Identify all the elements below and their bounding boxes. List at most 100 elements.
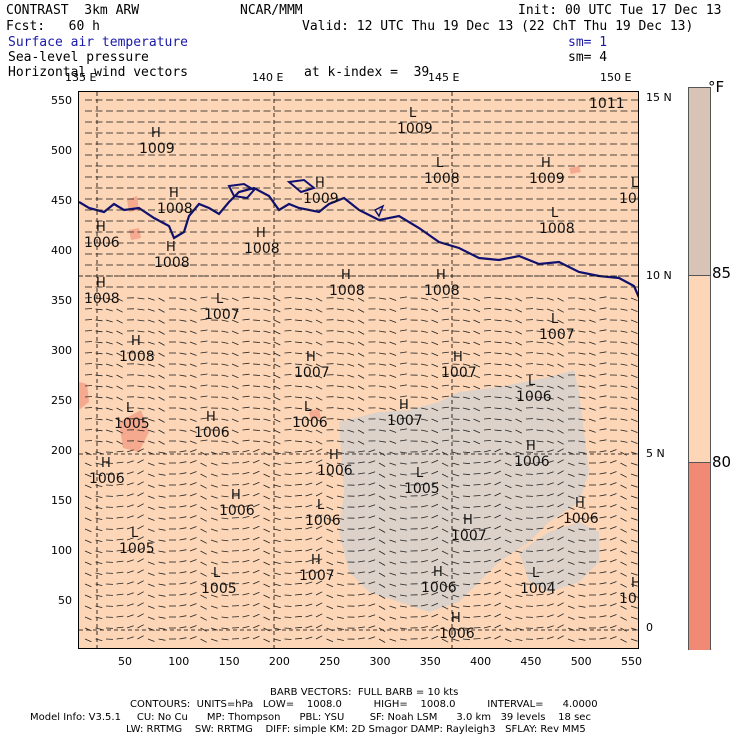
- wind-barb: [557, 385, 564, 390]
- wind-barb: [179, 385, 187, 388]
- wind-barb: [95, 407, 103, 410]
- wind-barb: [126, 636, 134, 640]
- wind-barb: [210, 495, 218, 499]
- wind-barb: [126, 625, 134, 629]
- wind-barb: [231, 319, 239, 324]
- wind-barb: [210, 528, 218, 532]
- wind-barb: [620, 539, 627, 544]
- wind-barb: [378, 341, 386, 344]
- wind-barb: [557, 407, 564, 412]
- wind-barb: [294, 396, 303, 399]
- wind-barb: [84, 297, 93, 299]
- wind-barb: [567, 528, 575, 532]
- wind-barb: [483, 429, 492, 431]
- wind-barb: [357, 440, 365, 445]
- pressure-center-value: 1011: [589, 96, 625, 112]
- wind-barb: [389, 638, 397, 642]
- wind-barb: [452, 627, 460, 631]
- wind-barb: [221, 330, 229, 333]
- wind-barb: [231, 352, 239, 357]
- wind-barb: [252, 635, 260, 640]
- wind-barb: [473, 539, 481, 541]
- wind-barb: [609, 559, 617, 563]
- wind-barb: [158, 473, 166, 476]
- pressure-center-value: 1007: [299, 568, 335, 584]
- wind-barb: [515, 363, 522, 368]
- wind-barb: [242, 549, 250, 552]
- wind-barb: [252, 385, 261, 387]
- wind-barb: [494, 613, 501, 618]
- wind-barb: [326, 583, 334, 588]
- wind-barb: [609, 537, 617, 541]
- pressure-center-value: 1009: [139, 141, 175, 157]
- wind-barb: [158, 495, 166, 498]
- contours-info: CONTOURS: UNITS=hPa LOW= 1008.0 HIGH= 10…: [130, 699, 598, 710]
- wind-barb: [620, 451, 627, 456]
- wind-barb: [263, 484, 270, 489]
- x-tick-label: 550: [621, 655, 642, 668]
- wind-barb: [84, 594, 92, 599]
- wind-barb: [473, 440, 481, 445]
- field-pressure-smoothing: sm= 4: [568, 50, 608, 65]
- wind-barb: [389, 484, 397, 488]
- wind-barb: [95, 594, 103, 597]
- wind-barb: [420, 374, 428, 377]
- wind-barb: [441, 329, 449, 332]
- wind-barb: [504, 407, 512, 411]
- wind-barb: [200, 318, 208, 321]
- wind-barb: [116, 505, 124, 508]
- wind-barb: [494, 448, 501, 453]
- pressure-center-value: 1008: [329, 283, 365, 299]
- wind-barb: [189, 330, 197, 334]
- wind-barb: [221, 418, 229, 421]
- wind-barb: [357, 352, 365, 357]
- wind-barb: [179, 604, 187, 607]
- wind-barb: [252, 448, 260, 453]
- wind-barb: [494, 492, 501, 497]
- wind-barb: [420, 472, 428, 475]
- pressure-center-type: H: [151, 126, 161, 141]
- wind-barb: [347, 429, 355, 433]
- wind-barb: [620, 374, 628, 377]
- wind-barb: [252, 558, 260, 563]
- wind-barb: [441, 506, 449, 511]
- wind-barb: [609, 581, 617, 585]
- wind-barb: [347, 297, 355, 301]
- wind-barb: [284, 396, 292, 398]
- wind-barb: [546, 614, 554, 618]
- wind-barb: [357, 538, 365, 541]
- wind-barb: [620, 352, 628, 355]
- wind-barb: [546, 330, 554, 334]
- wind-barb: [147, 396, 155, 400]
- wind-barb: [158, 583, 166, 586]
- wind-barb: [515, 451, 523, 454]
- wind-barb: [147, 297, 155, 301]
- wind-barb: [515, 308, 522, 313]
- wind-barb: [599, 582, 607, 585]
- wind-barb: [357, 308, 365, 313]
- wind-barb: [420, 385, 428, 388]
- wind-barb: [294, 527, 303, 530]
- wind-barb: [357, 472, 365, 475]
- wind-barb: [336, 385, 344, 388]
- wind-barb: [378, 308, 386, 311]
- wind-barb: [441, 307, 449, 310]
- wind-barb: [546, 636, 554, 640]
- wind-barb: [452, 605, 460, 609]
- wind-barb: [221, 495, 229, 498]
- wind-barb: [263, 440, 271, 444]
- wind-barb: [116, 538, 124, 541]
- lon-label-150e: 150 E: [600, 71, 632, 84]
- wind-barb: [504, 572, 512, 577]
- wind-barb: [336, 308, 344, 311]
- wind-barb: [147, 484, 155, 488]
- wind-barb: [336, 517, 344, 520]
- wind-barb: [231, 385, 239, 390]
- wind-barb: [483, 482, 491, 486]
- wind-barb: [189, 636, 197, 640]
- wind-barb: [494, 635, 501, 640]
- wind-barb: [473, 396, 481, 401]
- wind-barb: [578, 440, 586, 443]
- wind-barb: [557, 624, 564, 629]
- wind-barb: [609, 592, 617, 596]
